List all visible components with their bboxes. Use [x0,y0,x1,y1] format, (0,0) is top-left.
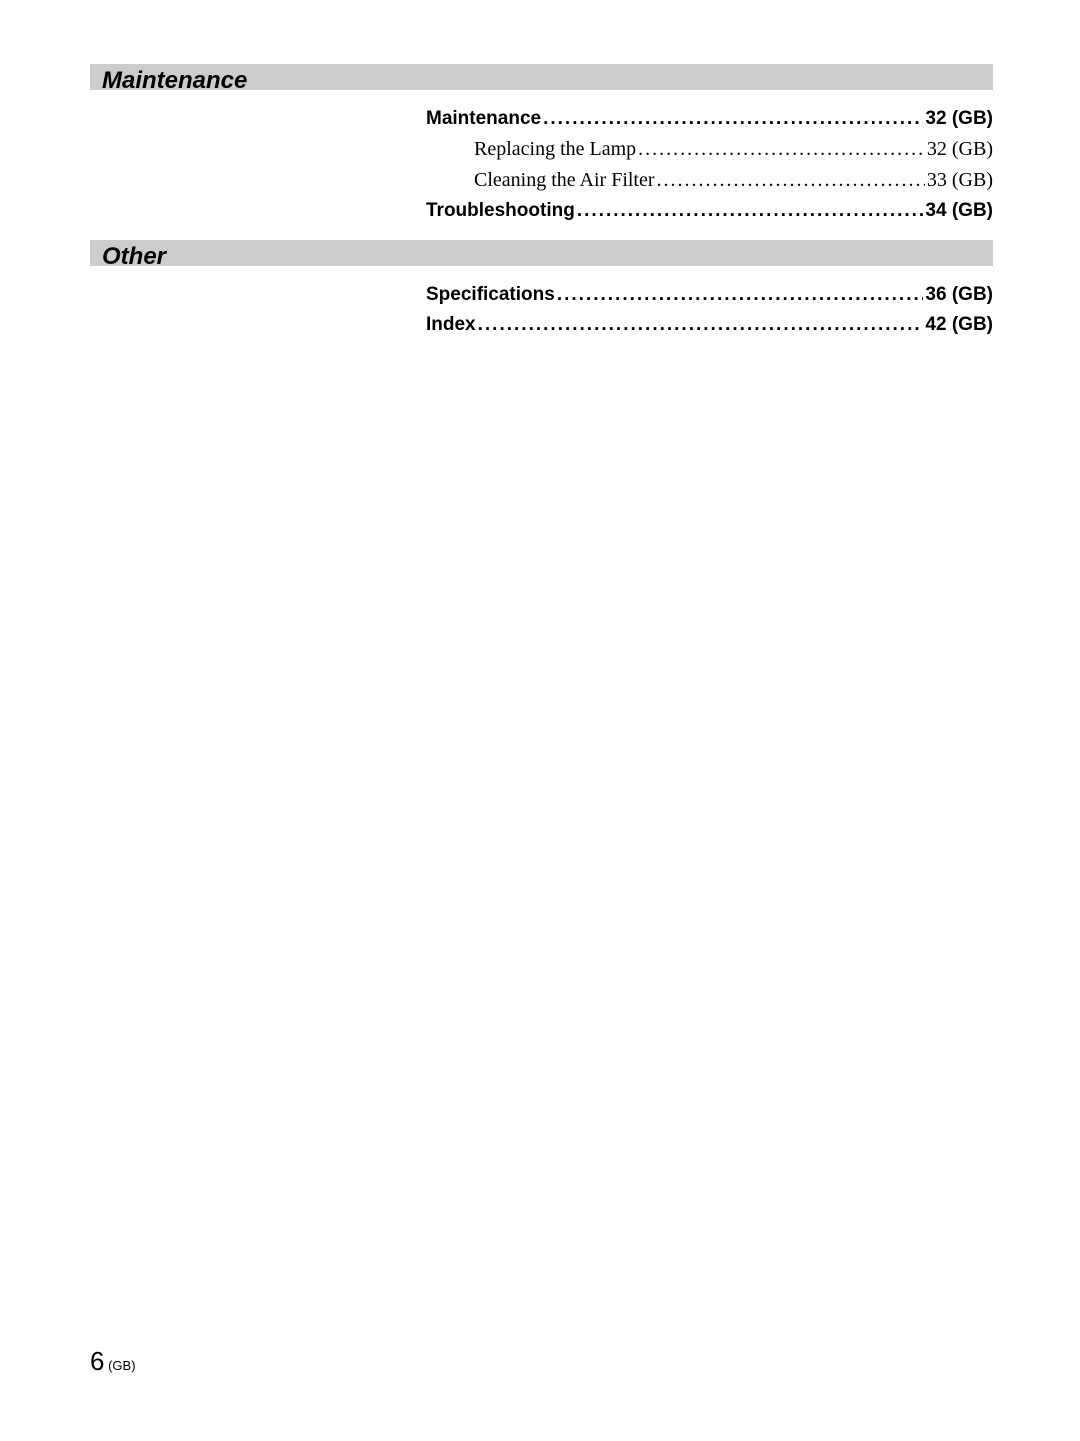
toc-leader-dots: ........................................… [478,314,924,336]
toc-row: Replacing the Lamp .....................… [426,138,993,161]
toc-leader-dots: ........................................… [657,169,925,192]
toc-label: Troubleshooting [426,200,575,222]
section-header-other: Other [90,240,993,266]
page-number-footer: 6 (GB) [90,1346,136,1377]
page-number: 6 [90,1346,104,1376]
toc-row: Cleaning the Air Filter ................… [426,169,993,192]
toc-page: 42 (GB) [925,314,993,336]
toc-leader-dots: ........................................… [543,108,923,130]
toc-row: Maintenance ............................… [426,108,993,130]
toc-entries-other: Specifications .........................… [426,284,993,336]
toc-page: 34 (GB) [925,200,993,222]
toc-label: Index [426,314,476,336]
toc-page: 33 (GB) [927,169,993,192]
toc-row: Specifications .........................… [426,284,993,306]
toc-leader-dots: ........................................… [557,284,924,306]
page-container: Maintenance Maintenance ................… [0,0,1080,1441]
toc-page: 32 (GB) [925,108,993,130]
toc-row: Troubleshooting ........................… [426,200,993,222]
toc-entries-maintenance: Maintenance ............................… [426,108,993,222]
toc-label: Cleaning the Air Filter [474,169,655,192]
section-title: Other [102,243,166,270]
section-title: Maintenance [102,67,247,94]
toc-row: Index ..................................… [426,314,993,336]
toc-page: 36 (GB) [925,284,993,306]
toc-leader-dots: ........................................… [638,138,925,161]
toc-label: Replacing the Lamp [474,138,636,161]
toc-leader-dots: ........................................… [577,200,924,222]
section-header-maintenance: Maintenance [90,64,993,90]
toc-label: Maintenance [426,108,541,130]
page-number-suffix: (GB) [104,1358,135,1373]
toc-label: Specifications [426,284,555,306]
toc-page: 32 (GB) [927,138,993,161]
